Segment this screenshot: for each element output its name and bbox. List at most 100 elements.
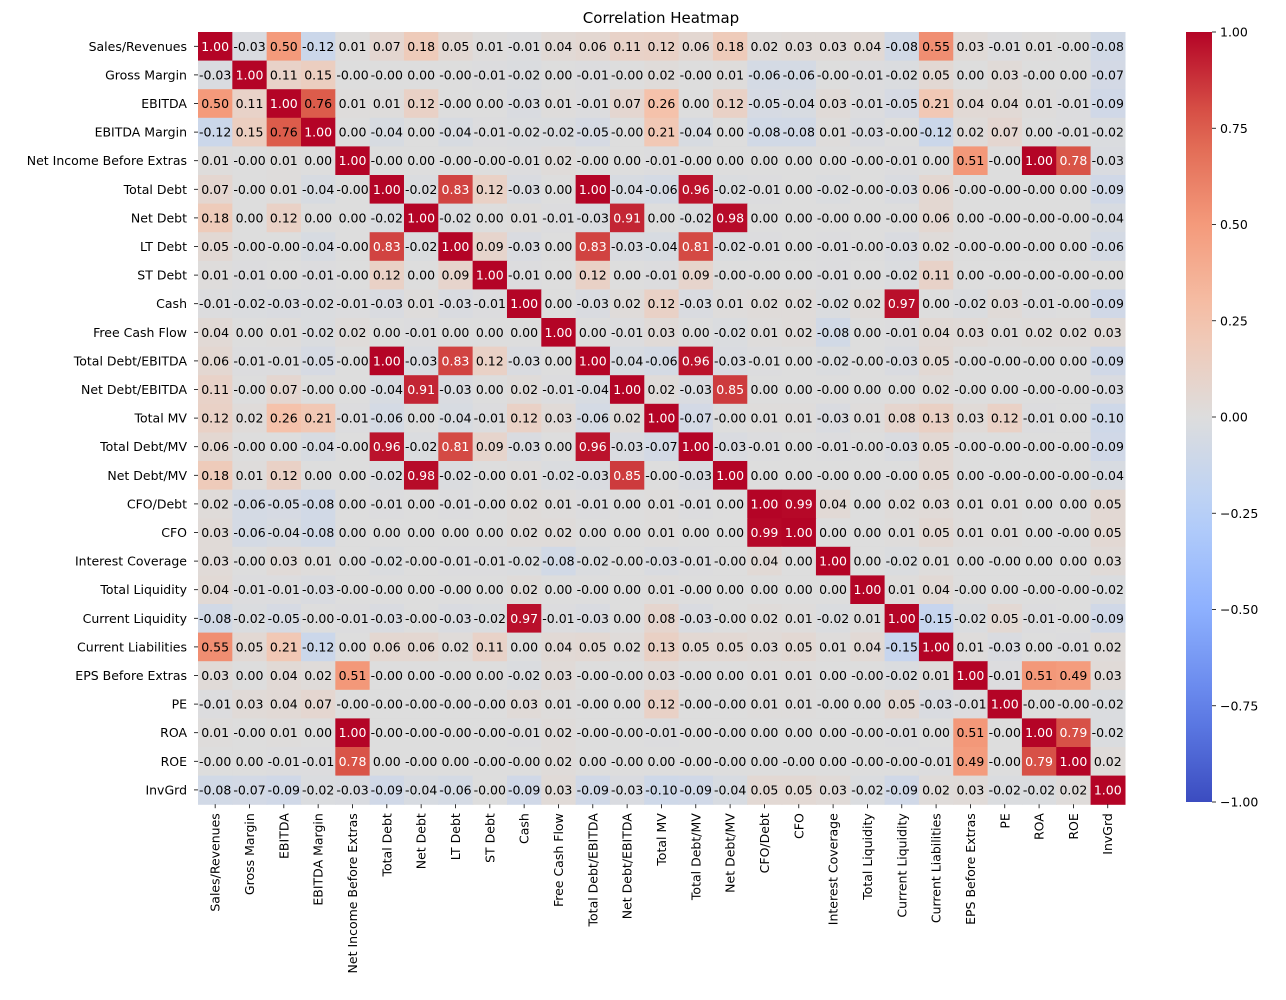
cell-value-label: 0.01 xyxy=(956,496,984,511)
cell-value-label: 0.03 xyxy=(648,668,676,683)
cell-value-label: -0.01 xyxy=(302,754,334,769)
heatmap-cell xyxy=(403,289,439,319)
cell-value-label: 0.00 xyxy=(407,268,435,283)
cell-value-label: 0.05 xyxy=(751,782,779,797)
heatmap-cell xyxy=(987,289,1023,319)
heatmap-cell xyxy=(506,175,542,205)
heatmap-cell xyxy=(918,60,954,90)
cell-value-label: 0.01 xyxy=(476,39,504,54)
cell-value-label: -0.01 xyxy=(542,382,574,397)
cell-value-label: 0.96 xyxy=(579,439,607,454)
heatmap-cell xyxy=(300,346,336,376)
cell-value-label: 0.49 xyxy=(956,754,984,769)
cell-value-label: -0.03 xyxy=(508,353,540,368)
cell-value-label: 0.00 xyxy=(785,382,813,397)
cell-value-label: -0.01 xyxy=(474,67,506,82)
heatmap-cell xyxy=(747,489,783,519)
heatmap-cell xyxy=(1056,289,1092,319)
y-tick-label: ROE xyxy=(161,754,188,769)
heatmap-cell xyxy=(1090,146,1126,176)
cell-value-label: 0.00 xyxy=(785,439,813,454)
cell-value-label: 0.21 xyxy=(270,639,298,654)
cell-value-label: -0.00 xyxy=(233,239,265,254)
y-tick-label: EPS Before Extras xyxy=(75,668,187,683)
cell-value-label: 0.18 xyxy=(201,210,229,225)
heatmap-cell xyxy=(300,661,336,691)
heatmap-cell xyxy=(335,489,371,519)
heatmap-cell xyxy=(884,518,920,548)
heatmap-cell xyxy=(266,346,302,376)
heatmap-cell xyxy=(300,232,336,262)
cell-value-label: 0.01 xyxy=(270,325,298,340)
heatmap-cell xyxy=(335,232,371,262)
cell-value-label: -0.02 xyxy=(474,611,506,626)
heatmap-cell xyxy=(575,775,611,805)
heatmap-cell xyxy=(472,747,508,777)
cell-value-label: 0.00 xyxy=(270,268,298,283)
cell-value-label: 0.00 xyxy=(956,268,984,283)
cell-value-label: 0.01 xyxy=(510,210,538,225)
cell-value-label: 0.01 xyxy=(819,125,847,140)
heatmap-cell xyxy=(232,32,268,62)
cell-value-label: -0.02 xyxy=(508,668,540,683)
cell-value-label: 0.00 xyxy=(854,697,882,712)
cell-value-label: -0.00 xyxy=(989,268,1021,283)
heatmap-cell xyxy=(438,346,474,376)
cell-value-label: -0.08 xyxy=(302,525,334,540)
cell-value-label: -0.00 xyxy=(680,153,712,168)
cell-value-label: 0.04 xyxy=(201,325,229,340)
heatmap-cell xyxy=(575,175,611,205)
heatmap-cell xyxy=(232,203,268,233)
cell-value-label: -0.01 xyxy=(645,725,677,740)
cell-value-label: -0.01 xyxy=(886,325,918,340)
heatmap-cell xyxy=(506,632,542,662)
cell-value-label: -0.02 xyxy=(1023,782,1055,797)
cell-value-label: 0.00 xyxy=(991,582,1019,597)
cell-value-label: -0.00 xyxy=(611,554,643,569)
heatmap-cell xyxy=(506,432,542,462)
cell-value-label: 0.01 xyxy=(956,525,984,540)
cell-value-label: 1.00 xyxy=(236,67,264,82)
heatmap-cell xyxy=(1021,632,1057,662)
cell-value-label: -0.02 xyxy=(302,325,334,340)
heatmap-cell xyxy=(506,346,542,376)
y-tick-label: Free Cash Flow xyxy=(93,325,187,340)
cell-value-label: -0.01 xyxy=(508,153,540,168)
heatmap-cell xyxy=(300,375,336,405)
cell-value-label: -0.00 xyxy=(371,153,403,168)
cell-value-label: 0.00 xyxy=(716,496,744,511)
cell-value-label: 0.00 xyxy=(922,725,950,740)
cell-value-label: -0.01 xyxy=(680,554,712,569)
cell-value-label: -0.00 xyxy=(851,153,883,168)
cell-value-label: 0.08 xyxy=(648,611,676,626)
heatmap-cell xyxy=(747,232,783,262)
cell-value-label: -0.00 xyxy=(439,67,471,82)
cell-value-label: -0.00 xyxy=(989,182,1021,197)
cell-value-label: -0.01 xyxy=(748,239,780,254)
cell-value-label: 0.12 xyxy=(476,353,504,368)
heatmap-cell xyxy=(747,432,783,462)
heatmap-cell xyxy=(884,575,920,605)
cell-value-label: -0.08 xyxy=(542,554,574,569)
cell-value-label: -0.00 xyxy=(680,582,712,597)
heatmap-cell xyxy=(198,718,233,748)
y-tick-label: InvGrd xyxy=(145,782,187,797)
heatmap-cell xyxy=(850,461,886,491)
heatmap-cell xyxy=(472,575,508,605)
cell-value-label: -0.03 xyxy=(886,353,918,368)
cell-value-label: 0.12 xyxy=(648,296,676,311)
heatmap-cell xyxy=(1090,747,1126,777)
cell-value-label: -0.00 xyxy=(302,382,334,397)
heatmap-cell xyxy=(781,318,817,348)
heatmap-cell xyxy=(1090,518,1126,548)
heatmap-cell xyxy=(1090,318,1126,348)
heatmap-cell xyxy=(815,747,851,777)
cell-value-label: -0.00 xyxy=(1023,582,1055,597)
heatmap-cell xyxy=(987,318,1023,348)
heatmap-cell xyxy=(198,604,233,634)
heatmap-cell xyxy=(609,518,645,548)
cell-value-label: 0.00 xyxy=(785,468,813,483)
heatmap-cell xyxy=(335,346,371,376)
cell-value-label: 0.03 xyxy=(236,697,264,712)
cell-value-label: -0.02 xyxy=(886,67,918,82)
